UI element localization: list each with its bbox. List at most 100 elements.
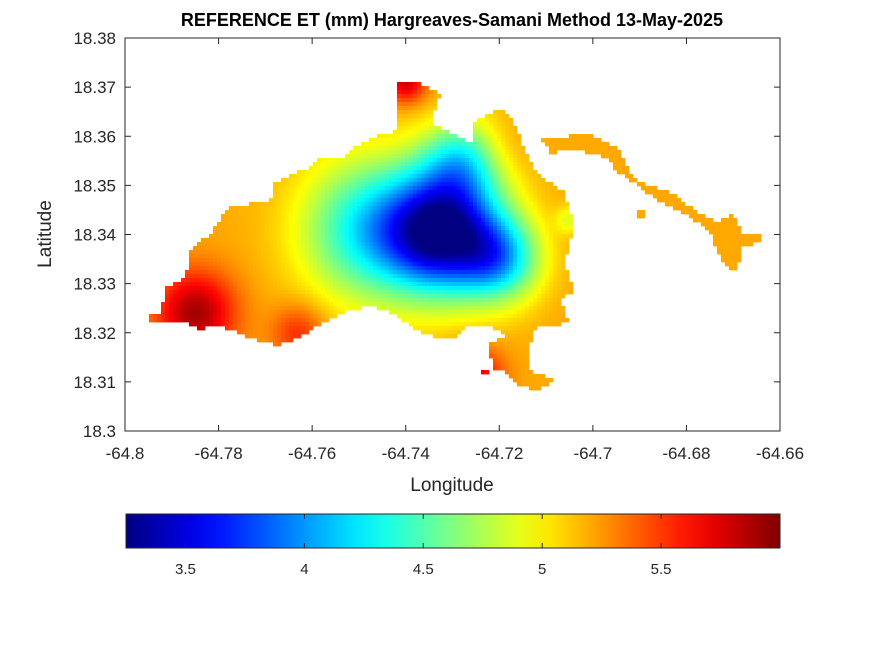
heat-cell [449,206,454,211]
heat-cell [417,162,422,167]
heat-cell [373,230,378,235]
heat-cell [285,206,290,211]
heat-cell [361,258,366,263]
heat-cell [321,190,326,195]
heat-cell [397,162,402,167]
heat-cell [513,158,518,163]
heat-cell [253,318,258,323]
heat-cell [617,162,622,167]
heat-cell [369,250,374,255]
heat-cell [365,298,370,303]
heat-cell [457,318,462,323]
heat-cell [437,154,442,159]
heat-cell [513,282,518,287]
heat-cell [297,214,302,219]
heat-cell [181,282,186,287]
heat-cell [477,122,482,127]
heat-cell [365,194,370,199]
y-tick-label: 18.36 [73,127,116,146]
heat-cell [329,242,334,247]
heat-cell [457,250,462,255]
heat-cell [429,322,434,327]
heat-cell [253,322,258,327]
heat-cell [213,262,218,267]
heat-cell [573,142,578,147]
heat-cell [281,278,286,283]
heat-cell [369,198,374,203]
heat-cell [377,306,382,311]
heat-cell [245,298,250,303]
heat-cell [321,194,326,199]
heat-cell [313,182,318,187]
heat-cell [729,258,734,263]
heat-cell [725,234,730,239]
heat-cell [529,326,534,331]
heat-cell [405,214,410,219]
heat-cell [293,270,298,275]
heat-cell [373,278,378,283]
heat-cell [493,366,498,371]
heat-cell [337,158,342,163]
heat-cell [285,178,290,183]
heat-cell [533,374,538,379]
heat-cell [345,266,350,271]
heat-cell [421,270,426,275]
heat-cell [285,226,290,231]
heat-cell [529,258,534,263]
heat-cell [505,158,510,163]
heat-cell [497,326,502,331]
heat-cell [253,242,258,247]
heat-cell [381,210,386,215]
heat-cell [369,214,374,219]
heat-cell [297,182,302,187]
heat-cell [341,226,346,231]
heat-cell [421,158,426,163]
heat-cell [285,246,290,251]
heat-cell [393,282,398,287]
heat-cell [277,230,282,235]
heat-cell [289,218,294,223]
heat-cell [457,162,462,167]
heat-cell [545,378,550,383]
heat-cell [309,294,314,299]
heat-cell [549,250,554,255]
heat-cell [493,238,498,243]
heat-cell [173,290,178,295]
heat-cell [241,234,246,239]
heat-cell [417,290,422,295]
heat-cell [329,298,334,303]
heat-cell [469,250,474,255]
heat-cell [361,194,366,199]
heat-cell [433,202,438,207]
heat-cell [437,314,442,319]
heat-cell [401,150,406,155]
heat-cell [405,170,410,175]
heat-cell [501,322,506,327]
heat-cell [489,294,494,299]
heat-cell [377,270,382,275]
heat-cell [397,242,402,247]
heat-cell [517,310,522,315]
heat-cell [505,310,510,315]
heat-cell [549,182,554,187]
heat-cell [409,222,414,227]
heat-cell [561,270,566,275]
heat-cell [361,170,366,175]
heat-cell [561,306,566,311]
heat-cell [325,226,330,231]
heat-cell [237,286,242,291]
heat-cell [413,102,418,107]
heat-cell [637,182,642,187]
heat-cell [481,182,486,187]
heat-cell [601,150,606,155]
heat-cell [573,146,578,151]
heat-cell [521,202,526,207]
heat-cell [249,298,254,303]
heat-cell [169,290,174,295]
heat-cell [297,250,302,255]
heat-cell [197,314,202,319]
heat-cell [397,310,402,315]
heat-cell [405,210,410,215]
heat-cell [393,134,398,139]
heat-cell [521,214,526,219]
